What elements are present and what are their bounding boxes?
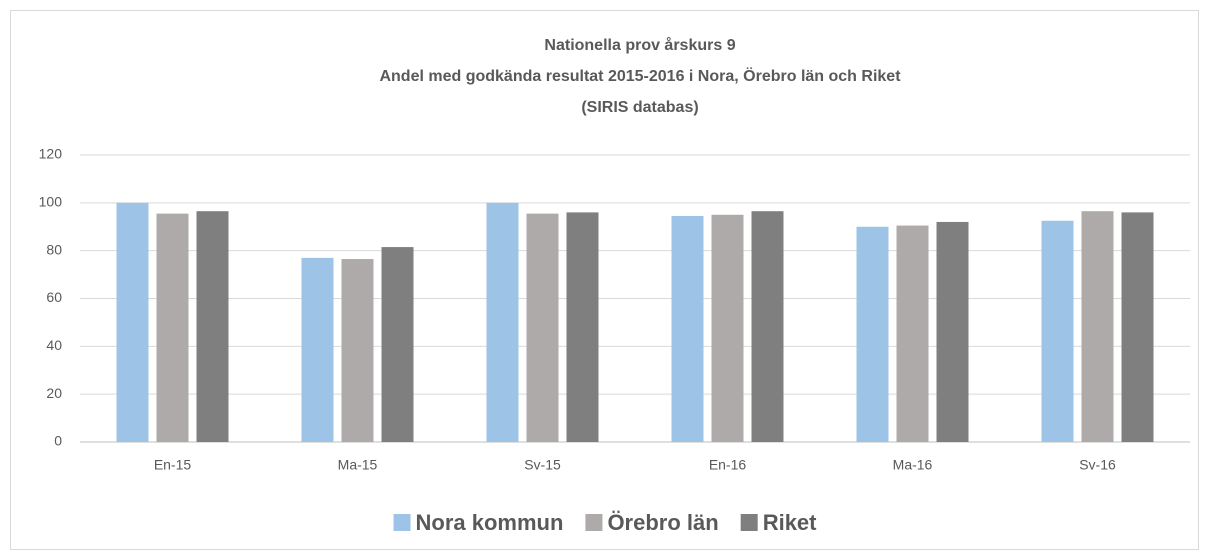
bar [856, 226, 889, 442]
x-tick-label: Sv-16 [1079, 457, 1116, 473]
y-tick-label: 0 [54, 433, 62, 449]
legend-label: Riket [763, 510, 817, 535]
bar [196, 211, 229, 442]
legend-swatch [393, 514, 411, 531]
bar [1081, 211, 1114, 442]
bar [936, 221, 969, 442]
y-tick-label: 100 [39, 194, 63, 210]
legend-swatch [740, 514, 758, 531]
bar [671, 215, 704, 442]
bar [896, 225, 929, 442]
legend-swatch [585, 514, 603, 531]
legend-label: Nora kommun [416, 510, 564, 535]
y-tick-label: 40 [46, 337, 62, 353]
bar [1121, 212, 1154, 442]
x-tick-label: Ma-15 [338, 457, 378, 473]
x-tick-label: En-16 [709, 457, 747, 473]
bar [486, 202, 519, 442]
x-tick-label: En-15 [154, 457, 192, 473]
bar [1041, 220, 1074, 442]
y-tick-label: 60 [46, 289, 62, 305]
bar [156, 213, 189, 442]
bar [381, 247, 414, 442]
bar [751, 211, 784, 442]
y-tick-label: 20 [46, 385, 62, 401]
chart-title: (SIRIS databas) [581, 99, 698, 116]
bar [116, 202, 149, 442]
bar [566, 212, 599, 442]
x-tick-label: Sv-15 [524, 457, 561, 473]
bar [341, 259, 374, 442]
chart-title: Andel med godkända resultat 2015-2016 i … [379, 66, 901, 85]
x-tick-label: Ma-16 [893, 457, 933, 473]
bar [711, 214, 744, 442]
bar [301, 257, 334, 442]
bar [526, 213, 559, 442]
chart-title: Nationella prov årskurs 9 [544, 36, 735, 54]
y-tick-label: 120 [39, 146, 63, 162]
legend-label: Örebro län [607, 510, 718, 535]
y-tick-label: 80 [46, 241, 62, 257]
